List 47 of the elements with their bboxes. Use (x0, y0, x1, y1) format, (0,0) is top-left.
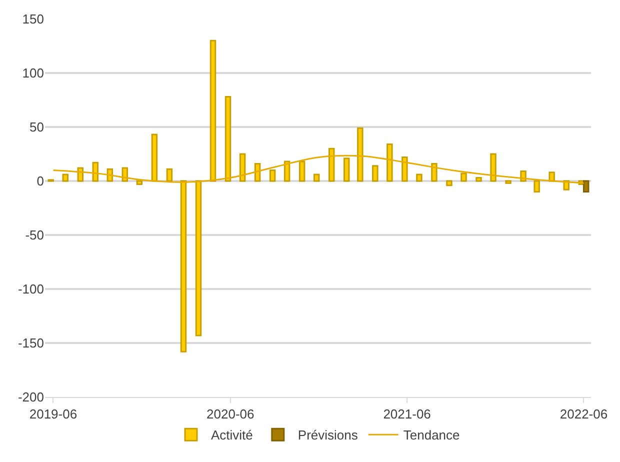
bar (224, 96, 232, 182)
line-series (52, 154, 584, 184)
bar (534, 180, 540, 193)
bar (386, 144, 393, 182)
bar (254, 162, 261, 182)
bar (298, 160, 306, 182)
legend-label: Tendance (403, 428, 460, 443)
bar (357, 127, 364, 182)
bar (343, 158, 350, 182)
bar (92, 162, 99, 182)
bar (431, 162, 438, 182)
bar (180, 180, 187, 352)
bar (460, 172, 467, 182)
bar (328, 148, 335, 182)
legend-label: Prévisions (298, 428, 358, 443)
bar (284, 160, 290, 182)
bar (372, 165, 378, 182)
bar (446, 180, 452, 186)
x-tick-label: 2019-06 (29, 406, 78, 422)
y-tick-label: 150 (22, 12, 44, 27)
bar (136, 180, 143, 185)
bar (505, 180, 512, 184)
bar (166, 168, 173, 182)
y-tick-label: -100 (18, 282, 44, 297)
bar (548, 172, 555, 182)
x-tick-label: 2021-06 (383, 406, 431, 422)
bar (582, 180, 590, 193)
y-tick-label: 50 (30, 120, 44, 135)
bar (416, 174, 422, 182)
bar (402, 156, 408, 182)
x-tick-label: 2022-06 (560, 406, 608, 422)
y-tick-label: -200 (18, 390, 44, 405)
bar (195, 180, 202, 336)
bar (210, 40, 216, 182)
bar (239, 153, 246, 182)
bar (151, 134, 158, 182)
x-tick-label: 2020-06 (206, 406, 254, 422)
y-tick-label: 0 (36, 174, 44, 189)
y-tick-label: -150 (18, 336, 44, 351)
y-tick-label: 100 (22, 66, 44, 81)
bar (490, 153, 496, 182)
bar (313, 174, 320, 182)
bar (62, 174, 68, 182)
bar (476, 177, 482, 182)
bar (269, 169, 276, 182)
y-tick-label: -50 (25, 228, 44, 243)
legend-label: Activité (211, 428, 253, 443)
